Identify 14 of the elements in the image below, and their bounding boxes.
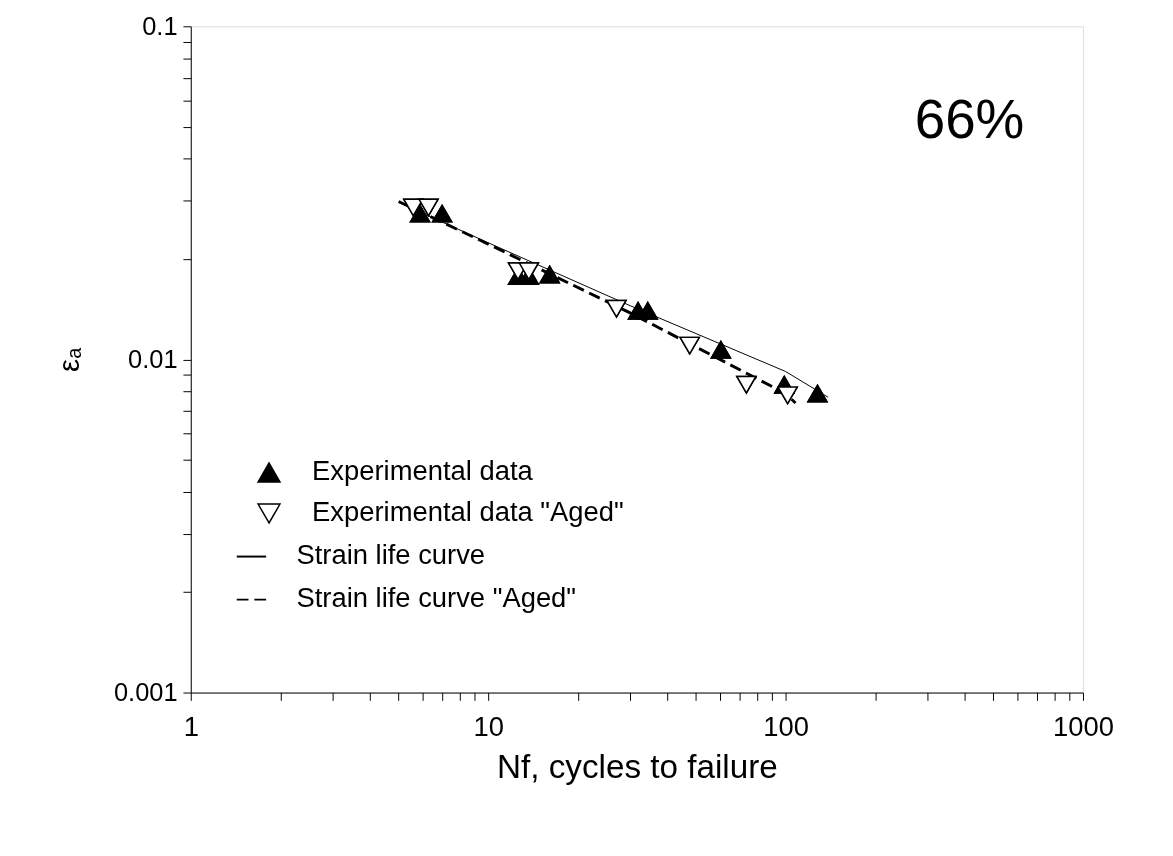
x-tick-label: 10 [473, 711, 504, 743]
x-tick-label: 100 [763, 711, 809, 743]
legend-label: Strain life curve "Aged" [296, 582, 577, 614]
annotation: 66% [914, 87, 1025, 150]
legend-label: Strain life curve [296, 539, 486, 571]
y-axis-title: εₐ [51, 346, 85, 372]
y-tick-label: 0.01 [128, 344, 178, 373]
y-tick-label: 0.1 [142, 11, 178, 40]
legend-label: Experimental data [312, 455, 534, 487]
x-tick-label: 1 [183, 711, 199, 743]
legend-label: Experimental data "Aged" [312, 496, 624, 528]
x-tick-label: 1000 [1053, 711, 1114, 743]
y-tick-label: 0.001 [113, 677, 178, 706]
x-axis-title: Nf, cycles to failure [496, 748, 778, 786]
